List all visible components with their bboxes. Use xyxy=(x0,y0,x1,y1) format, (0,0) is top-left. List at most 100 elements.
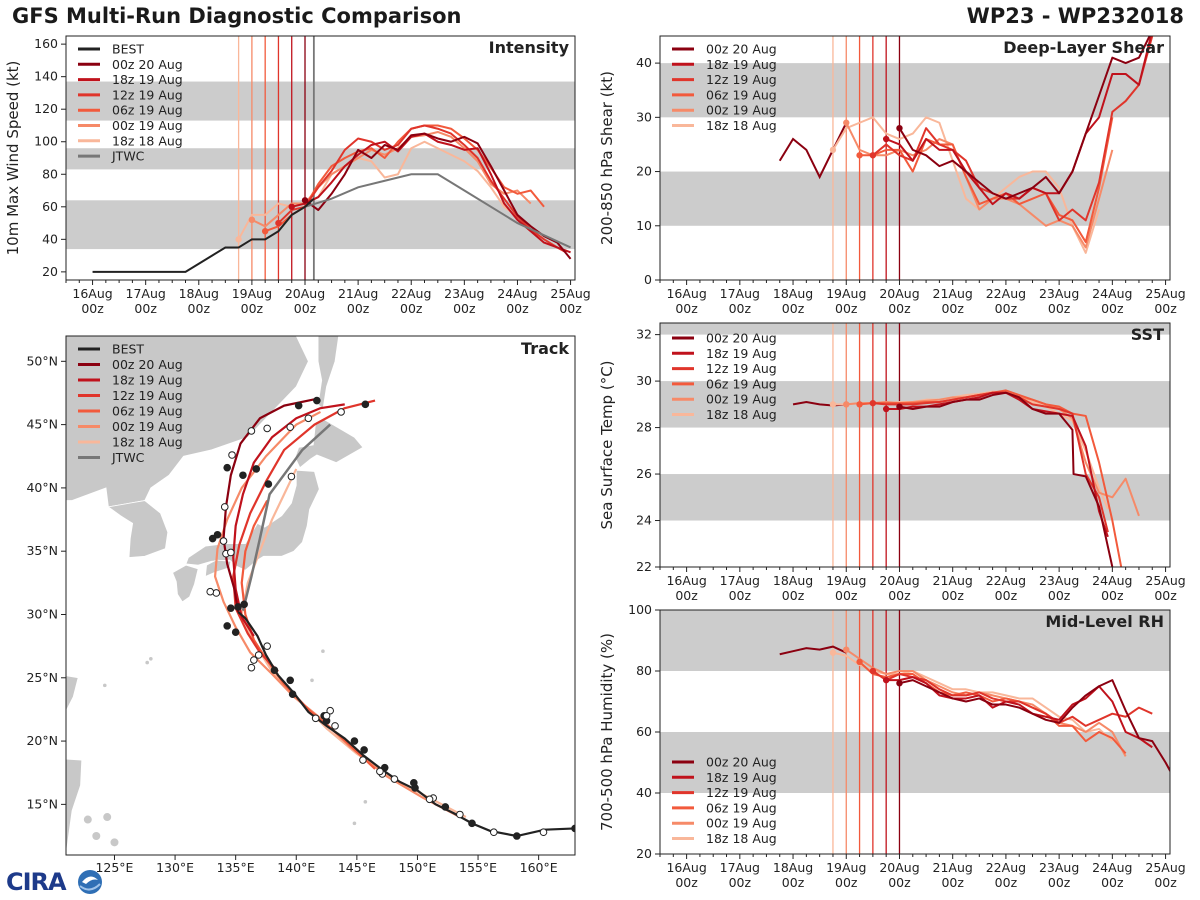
x-tick-label: 00z xyxy=(888,301,911,316)
shikoku-land xyxy=(204,559,232,578)
y-tick-label: 26 xyxy=(636,466,652,481)
y-tick-label: 30 xyxy=(636,373,652,388)
luzon-land xyxy=(66,758,83,855)
y-tick-label: 22 xyxy=(636,559,652,574)
series-line xyxy=(872,670,1153,727)
track-panel: 125°E 130°E 135°E 140°E 145°E 150°E 155°E 160°E… xyxy=(26,335,576,875)
y-tick-label: 140 xyxy=(34,69,58,84)
y-tick-label: 0 xyxy=(644,272,652,287)
x-tick-label: 00z xyxy=(941,875,964,890)
analysis-line xyxy=(779,645,847,656)
panel-title: Track xyxy=(521,339,569,358)
x-tick-label: 140°E xyxy=(277,860,315,875)
legend-label: 18z 18 Aug xyxy=(112,435,183,450)
island-land xyxy=(352,821,357,826)
legend-label: 06z 19 Aug xyxy=(706,87,777,102)
position-marker-open xyxy=(359,756,367,764)
y-axis-label: Sea Surface Temp (°C) xyxy=(598,360,616,529)
legend-label: 00z 19 Aug xyxy=(706,816,777,831)
x-tick-label: 23Aug xyxy=(1039,286,1079,301)
position-marker-filled xyxy=(410,779,418,787)
x-tick-label: 00z xyxy=(1101,875,1124,890)
x-tick-label: 17Aug xyxy=(720,286,760,301)
y-tick-label: 50°N xyxy=(26,353,58,368)
series-line xyxy=(845,122,1114,249)
legend-label: JTWC xyxy=(111,450,145,465)
x-tick-label: 00z xyxy=(941,301,964,316)
x-tick-label: 00z xyxy=(782,588,805,603)
track-line xyxy=(232,399,376,673)
init-marker xyxy=(869,399,877,407)
x-tick-label: 00z xyxy=(729,301,752,316)
position-marker-filled xyxy=(227,604,235,612)
plot-area xyxy=(792,323,1140,567)
legend-label: 06z 19 Aug xyxy=(706,376,777,391)
x-tick-label: 25Aug xyxy=(1145,286,1185,301)
x-tick-label: 22Aug xyxy=(391,286,431,301)
x-tick-label: 24Aug xyxy=(1092,860,1132,875)
series-line xyxy=(885,36,1152,206)
series-line xyxy=(899,679,1170,773)
legend-label: 06z 19 Aug xyxy=(112,103,183,118)
cira-logo: CIRA xyxy=(6,866,106,898)
legend-label: 12z 19 Aug xyxy=(706,72,777,87)
x-tick-label: 22Aug xyxy=(986,860,1026,875)
y-tick-label: 20°N xyxy=(26,733,58,748)
band xyxy=(660,323,1170,335)
island-land xyxy=(321,649,325,653)
position-marker-filled xyxy=(468,819,476,828)
x-tick-label: 20Aug xyxy=(285,286,325,301)
philippines-land xyxy=(110,838,119,847)
rh-panel: 2040608010016Aug00z17Aug00z18Aug00z19Aug… xyxy=(598,602,1186,890)
x-tick-label: 00z xyxy=(294,301,317,316)
y-tick-label: 10 xyxy=(636,218,652,233)
island-land xyxy=(102,683,107,688)
init-marker xyxy=(856,401,863,408)
position-marker-filled xyxy=(313,396,321,405)
x-tick-label: 00z xyxy=(835,301,858,316)
y-tick-label: 60 xyxy=(636,724,652,739)
x-tick-label: 00z xyxy=(995,301,1018,316)
position-marker-open xyxy=(337,408,345,416)
position-marker-filled xyxy=(231,628,240,637)
y-tick-label: 20 xyxy=(42,264,58,279)
legend-label: 18z 18 Aug xyxy=(706,118,777,133)
position-marker-open xyxy=(425,795,434,804)
legend-label: 00z 19 Aug xyxy=(112,419,183,434)
x-tick-label: 17Aug xyxy=(720,860,760,875)
x-tick-label: 24Aug xyxy=(497,286,537,301)
legend-label: 18z 18 Aug xyxy=(112,133,183,148)
island-land xyxy=(363,800,368,804)
position-marker-filled xyxy=(286,676,295,685)
x-tick-label: 00z xyxy=(453,301,476,316)
x-tick-label: 00z xyxy=(888,875,911,890)
asia-mainland-land xyxy=(66,336,309,508)
position-marker-filled xyxy=(223,463,231,472)
panel-title: Mid-Level RH xyxy=(1045,612,1164,631)
legend-label: 12z 19 Aug xyxy=(706,361,777,376)
legend-label: 18z 19 Aug xyxy=(112,72,183,87)
plot-frame xyxy=(659,322,1171,568)
plot-area xyxy=(779,610,1170,854)
position-marker-filled xyxy=(441,803,450,811)
island-land xyxy=(149,656,153,661)
x-tick-label: 00z xyxy=(888,588,911,603)
legend-label: 18z 18 Aug xyxy=(706,407,777,422)
position-marker-open xyxy=(286,423,295,431)
position-marker-open xyxy=(539,828,548,837)
legend-label: JTWC xyxy=(111,149,145,164)
series-line xyxy=(304,132,572,260)
band xyxy=(66,81,575,121)
x-tick-label: 160°E xyxy=(520,860,558,875)
x-tick-label: 17Aug xyxy=(126,286,166,301)
band xyxy=(660,474,1170,521)
x-tick-label: 00z xyxy=(347,301,370,316)
legend-label: 00z 20 Aug xyxy=(706,331,777,346)
position-marker-open xyxy=(212,589,221,597)
x-tick-label: 00z xyxy=(241,301,264,316)
x-tick-label: 00z xyxy=(782,875,805,890)
y-tick-label: 100 xyxy=(34,134,58,149)
x-tick-label: 22Aug xyxy=(986,573,1026,588)
logo-swirl-icon xyxy=(78,870,102,894)
position-marker-filled xyxy=(380,763,389,772)
